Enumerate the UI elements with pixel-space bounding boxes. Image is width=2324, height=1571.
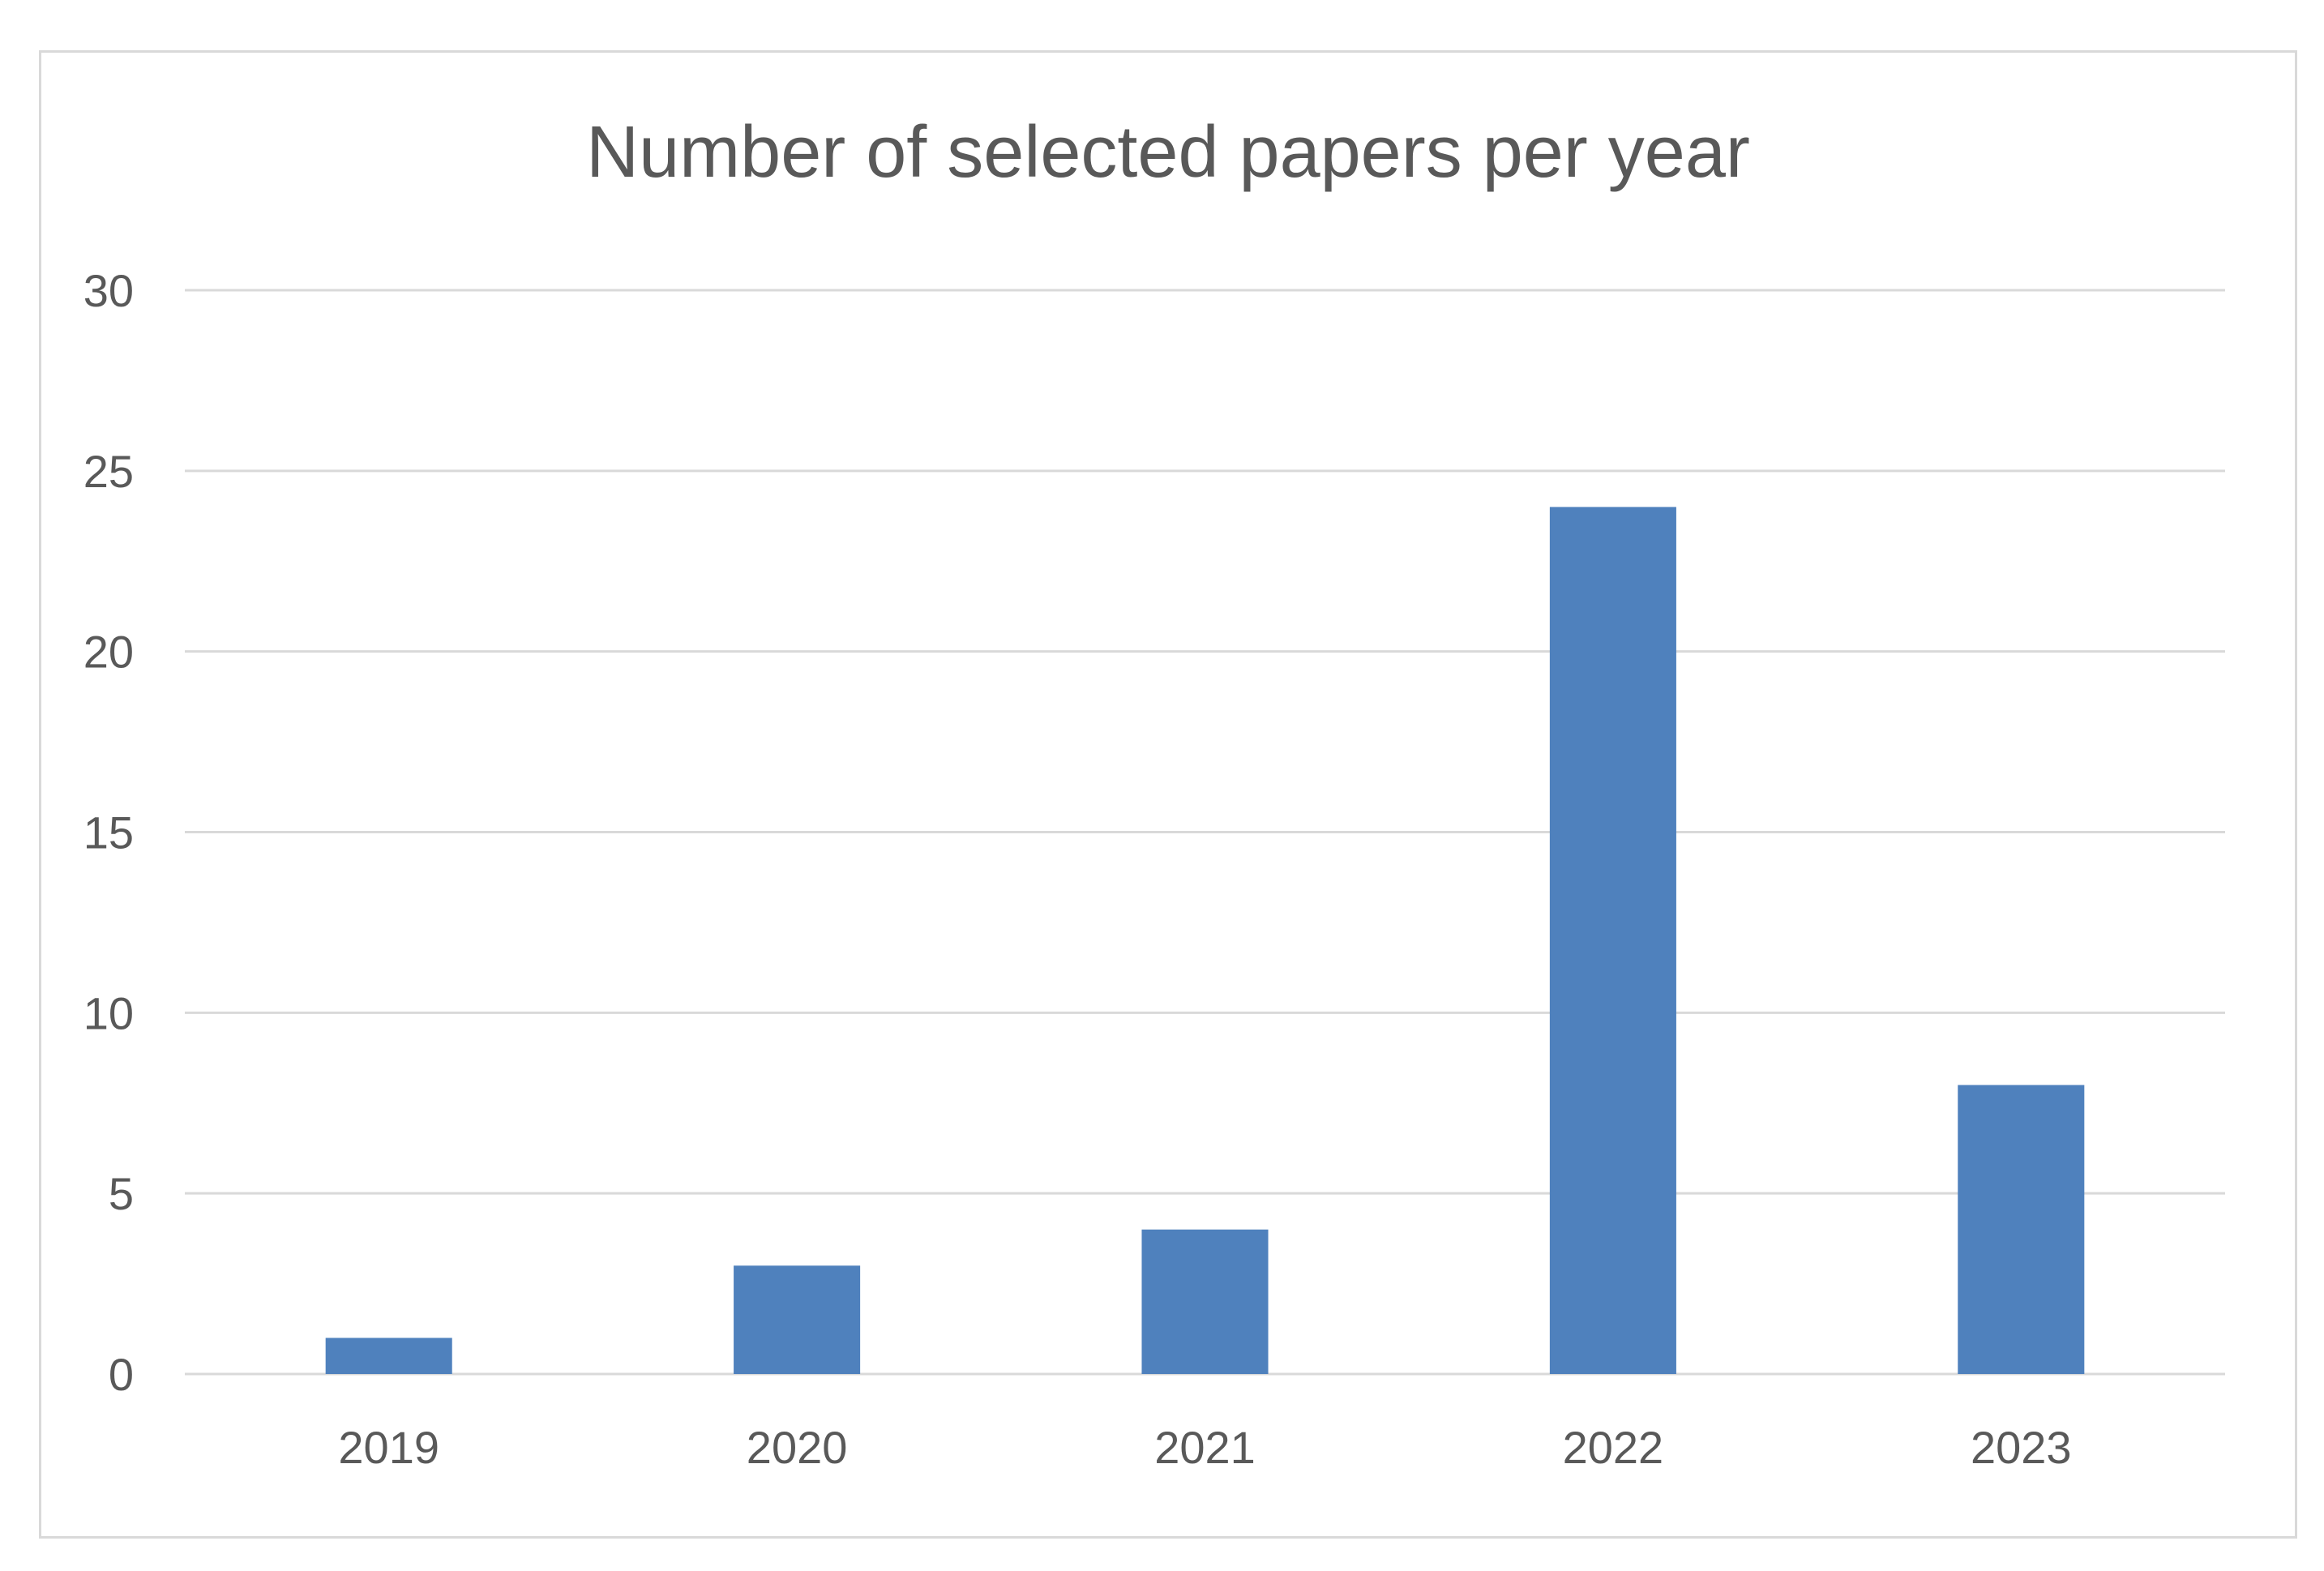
bar-2021 (1141, 1229, 1269, 1374)
x-tick-label: 2021 (1154, 1422, 1256, 1473)
y-tick-label: 30 (83, 265, 134, 316)
x-tick-label: 2020 (747, 1422, 848, 1473)
chart-title: Number of selected papers per year (586, 112, 1750, 193)
y-axis-ticks: 0 5 10 15 20 25 30 (83, 265, 134, 1400)
bar-2019 (325, 1338, 452, 1374)
y-tick-label: 5 (109, 1168, 134, 1219)
y-tick-label: 15 (83, 807, 134, 858)
y-tick-label: 20 (83, 627, 134, 678)
y-tick-label: 10 (83, 987, 134, 1038)
gridlines (185, 289, 2225, 1376)
x-tick-label: 2022 (1563, 1422, 1664, 1473)
bar-2023 (1958, 1085, 2085, 1374)
bar-2022 (1549, 507, 1676, 1374)
bar-2020 (734, 1265, 861, 1374)
x-tick-label: 2019 (338, 1422, 439, 1473)
bars (325, 507, 2085, 1374)
y-tick-label: 25 (83, 446, 134, 497)
x-axis-ticks: 2019 2020 2021 2022 2023 (338, 1422, 2071, 1473)
y-tick-label: 0 (109, 1349, 134, 1400)
x-tick-label: 2023 (1971, 1422, 2072, 1473)
